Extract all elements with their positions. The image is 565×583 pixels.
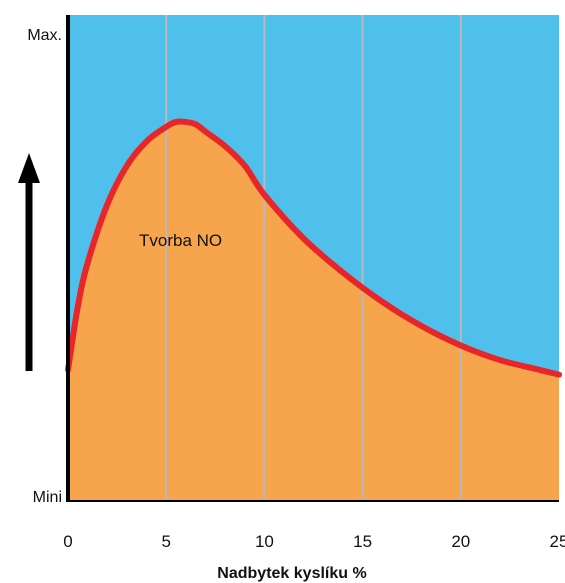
no-formation-curve bbox=[65, 118, 562, 378]
x-tick-label-0: 0 bbox=[63, 532, 72, 551]
y-tick-label-max: Max. bbox=[27, 27, 62, 44]
area-fill-under-curve bbox=[68, 121, 559, 501]
x-tick-labels: 0 5 10 15 20 25 bbox=[63, 532, 565, 551]
y-tick-label-mini: Mini bbox=[33, 489, 62, 506]
x-tick-label-5: 5 bbox=[161, 532, 170, 551]
annotation-tvorba-no: Tvorba NO bbox=[139, 231, 222, 250]
x-tick-label-20: 20 bbox=[451, 532, 470, 551]
x-tick-label-15: 15 bbox=[353, 532, 372, 551]
gridlines bbox=[165, 15, 462, 501]
x-axis-title: Nadbytek kyslíku % bbox=[217, 565, 366, 582]
arrow-head bbox=[18, 153, 40, 183]
x-tick-label-25: 25 bbox=[550, 532, 565, 551]
x-tick-label-10: 10 bbox=[255, 532, 274, 551]
up-arrow-icon bbox=[18, 153, 40, 371]
